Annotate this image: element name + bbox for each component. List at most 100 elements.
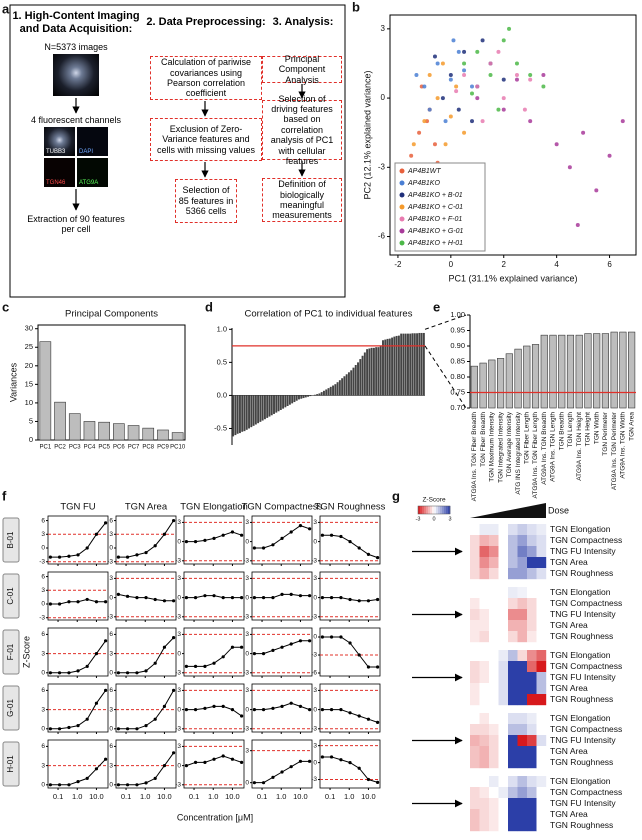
y-tick-label: 3	[109, 575, 113, 582]
zoom-line	[424, 345, 467, 409]
dose-point	[153, 776, 157, 781]
step-title: 3. Analysis:	[272, 16, 334, 28]
point	[462, 130, 467, 135]
dose-point	[212, 661, 216, 665]
dose-point	[184, 708, 188, 712]
heat-cell	[470, 683, 480, 695]
heat-cell	[489, 524, 499, 536]
heat-cell	[470, 620, 480, 632]
dose-label: Dose	[548, 505, 569, 515]
point	[496, 107, 501, 112]
colorbar-label: Z-Score	[422, 497, 446, 504]
x-axis-label: Concentration [μM]	[177, 812, 253, 822]
cell-frame	[319, 515, 381, 565]
heat-cell	[508, 746, 518, 758]
heat-cell	[479, 724, 490, 736]
heat-cell	[508, 598, 518, 610]
y-tick-label: 0	[177, 706, 181, 713]
y-tick-label: 6	[109, 517, 113, 524]
heat-cell	[527, 820, 537, 832]
point	[454, 89, 459, 94]
dose-point	[94, 701, 99, 705]
heat-cell	[536, 631, 547, 643]
y-tick-label: -3	[311, 558, 317, 565]
point	[470, 84, 474, 89]
heat-cell	[508, 798, 518, 810]
bar	[113, 423, 125, 441]
dose-curve	[118, 752, 175, 786]
dose-point	[184, 764, 188, 768]
bar	[295, 395, 298, 401]
dose-point	[240, 596, 244, 600]
dose-point	[271, 775, 275, 779]
heat-cell	[470, 724, 480, 736]
dose-point	[252, 546, 256, 550]
x-tick-label: 10.0	[157, 792, 172, 801]
heat-cell	[498, 798, 509, 810]
bar	[375, 347, 378, 396]
bar	[277, 395, 280, 412]
dose-point	[135, 783, 139, 787]
dose-point	[308, 639, 312, 643]
heat-cell	[517, 713, 528, 725]
heat-cell	[517, 776, 528, 788]
heat-cell	[479, 661, 490, 673]
dose-point	[67, 671, 71, 675]
dose-point	[85, 546, 89, 550]
dose-point	[339, 708, 343, 712]
heat-cell	[470, 631, 480, 643]
dose-point	[162, 599, 167, 603]
dose-point	[57, 671, 62, 675]
heat-cell	[536, 724, 547, 736]
bar	[377, 347, 380, 396]
row-tab	[2, 573, 20, 619]
y-tick-label: 0	[109, 726, 113, 733]
colorbar-step	[420, 506, 423, 514]
x-tick-label: PC4	[84, 445, 96, 451]
heat-cell	[479, 787, 490, 799]
bar	[282, 395, 285, 409]
dose-curve	[186, 531, 242, 543]
colorbar-tick-label: 3	[448, 516, 451, 522]
x-tick-label: 1.0	[208, 792, 218, 801]
step-item: 4 fluorescent channels	[30, 115, 122, 125]
heat-cell	[536, 524, 547, 536]
y-tick-label: -3	[175, 614, 181, 621]
dose-point	[271, 706, 275, 710]
y-tick-label: 0	[245, 538, 249, 545]
dose-point	[221, 704, 225, 709]
y-tick-label: -3	[311, 652, 317, 659]
dose-point	[125, 594, 130, 598]
y-tick-label: 0	[29, 435, 33, 444]
bar	[523, 345, 531, 409]
heat-row-label: TGN FU Intensity	[550, 672, 616, 682]
point	[409, 153, 414, 158]
x-tick-label: 10.0	[293, 792, 308, 801]
heat-cell	[489, 820, 499, 832]
dose-point	[230, 645, 235, 649]
dose-point	[376, 556, 380, 560]
point	[528, 119, 533, 124]
heat-cell	[489, 609, 499, 621]
bar	[382, 340, 384, 396]
y-tick-label: 0	[313, 706, 317, 713]
x-tick-label: PC5	[98, 445, 110, 451]
y-tick-label: 3	[177, 743, 181, 750]
heat-cell	[536, 787, 547, 799]
heat-cell	[489, 598, 499, 610]
x-tick-label: 1.0	[140, 792, 150, 801]
legend-label: AP4B1KO + G-01	[407, 228, 464, 235]
heat-cell	[489, 587, 499, 599]
heat-row-label: TGN Elongation	[550, 650, 611, 660]
colorbar-step	[430, 506, 433, 514]
dose-curve	[118, 637, 174, 674]
dose-point	[193, 596, 198, 600]
step-box: Principal Component Analysis	[262, 54, 342, 85]
dose-point	[184, 664, 188, 669]
y-tick-label: 3	[41, 650, 45, 657]
heat-cell	[489, 798, 499, 810]
cell-frame	[47, 515, 109, 565]
dose-point	[329, 755, 334, 759]
heat-cell	[536, 683, 547, 695]
y-tick-label: 0	[41, 670, 45, 677]
